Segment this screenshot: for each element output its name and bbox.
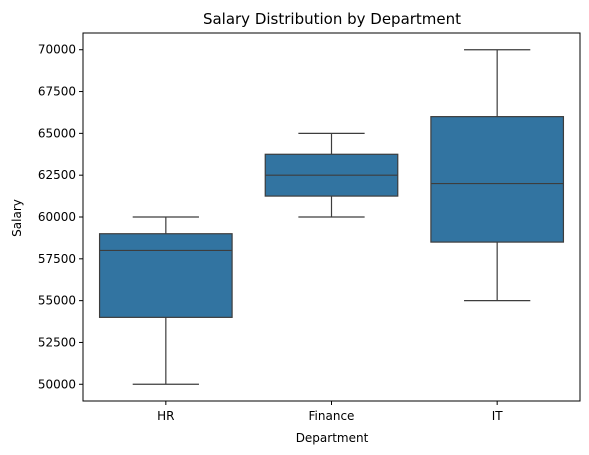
boxes-group — [98, 49, 565, 385]
chart-title: Salary Distribution by Department — [203, 10, 461, 28]
y-tick-label: 55000 — [38, 294, 76, 308]
iqr-box — [430, 116, 565, 243]
x-axis: HR Finance IT — [157, 401, 503, 423]
y-tick-label: 50000 — [38, 377, 76, 391]
y-axis: 50000 52500 55000 57500 60000 62500 65000 67500… — [38, 43, 83, 391]
y-tick-label: 67500 — [38, 85, 76, 99]
y-axis-label: Salary — [10, 199, 24, 237]
box-finance — [264, 132, 399, 218]
y-tick-label: 65000 — [38, 126, 76, 140]
plot-frame — [82, 32, 581, 402]
y-tick-label: 70000 — [38, 43, 76, 57]
x-tick-label: IT — [492, 409, 504, 423]
x-tick-label: Finance — [309, 409, 355, 423]
x-axis-label: Department — [296, 431, 369, 445]
y-tick-label: 62500 — [38, 168, 76, 182]
y-tick-label: 60000 — [38, 210, 76, 224]
y-tick-label: 52500 — [38, 335, 76, 349]
iqr-box — [98, 233, 233, 318]
x-tick-label: HR — [157, 409, 174, 423]
box-hr — [98, 216, 233, 385]
box-it — [430, 49, 565, 302]
y-tick-label: 57500 — [38, 252, 76, 266]
